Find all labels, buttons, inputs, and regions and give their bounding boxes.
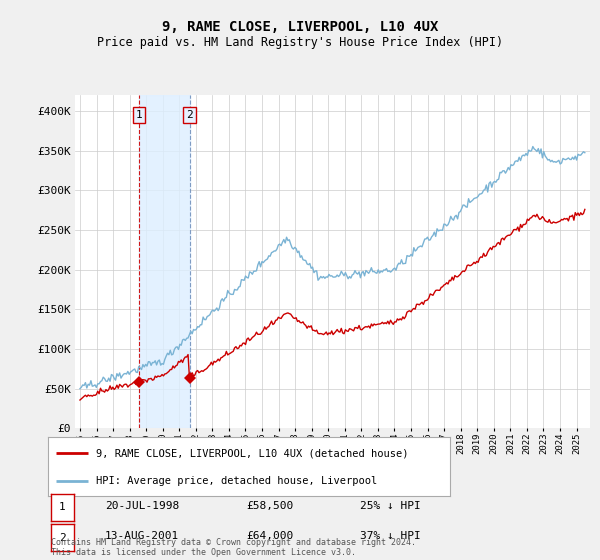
Text: Contains HM Land Registry data © Crown copyright and database right 2024.
This d: Contains HM Land Registry data © Crown c…: [51, 538, 416, 557]
Text: 1: 1: [59, 502, 66, 512]
Text: 2: 2: [186, 110, 193, 120]
Text: 20-JUL-1998: 20-JUL-1998: [105, 501, 179, 511]
Text: 9, RAME CLOSE, LIVERPOOL, L10 4UX (detached house): 9, RAME CLOSE, LIVERPOOL, L10 4UX (detac…: [96, 448, 409, 458]
Text: £58,500: £58,500: [246, 501, 293, 511]
Text: 37% ↓ HPI: 37% ↓ HPI: [360, 531, 421, 542]
Text: 13-AUG-2001: 13-AUG-2001: [105, 531, 179, 542]
Text: Price paid vs. HM Land Registry's House Price Index (HPI): Price paid vs. HM Land Registry's House …: [97, 36, 503, 49]
Text: 2: 2: [59, 533, 66, 543]
Text: £64,000: £64,000: [246, 531, 293, 542]
Text: 1: 1: [136, 110, 142, 120]
Text: 9, RAME CLOSE, LIVERPOOL, L10 4UX: 9, RAME CLOSE, LIVERPOOL, L10 4UX: [162, 20, 438, 34]
Text: 25% ↓ HPI: 25% ↓ HPI: [360, 501, 421, 511]
Text: HPI: Average price, detached house, Liverpool: HPI: Average price, detached house, Live…: [96, 476, 377, 486]
Bar: [139, 95, 190, 428]
